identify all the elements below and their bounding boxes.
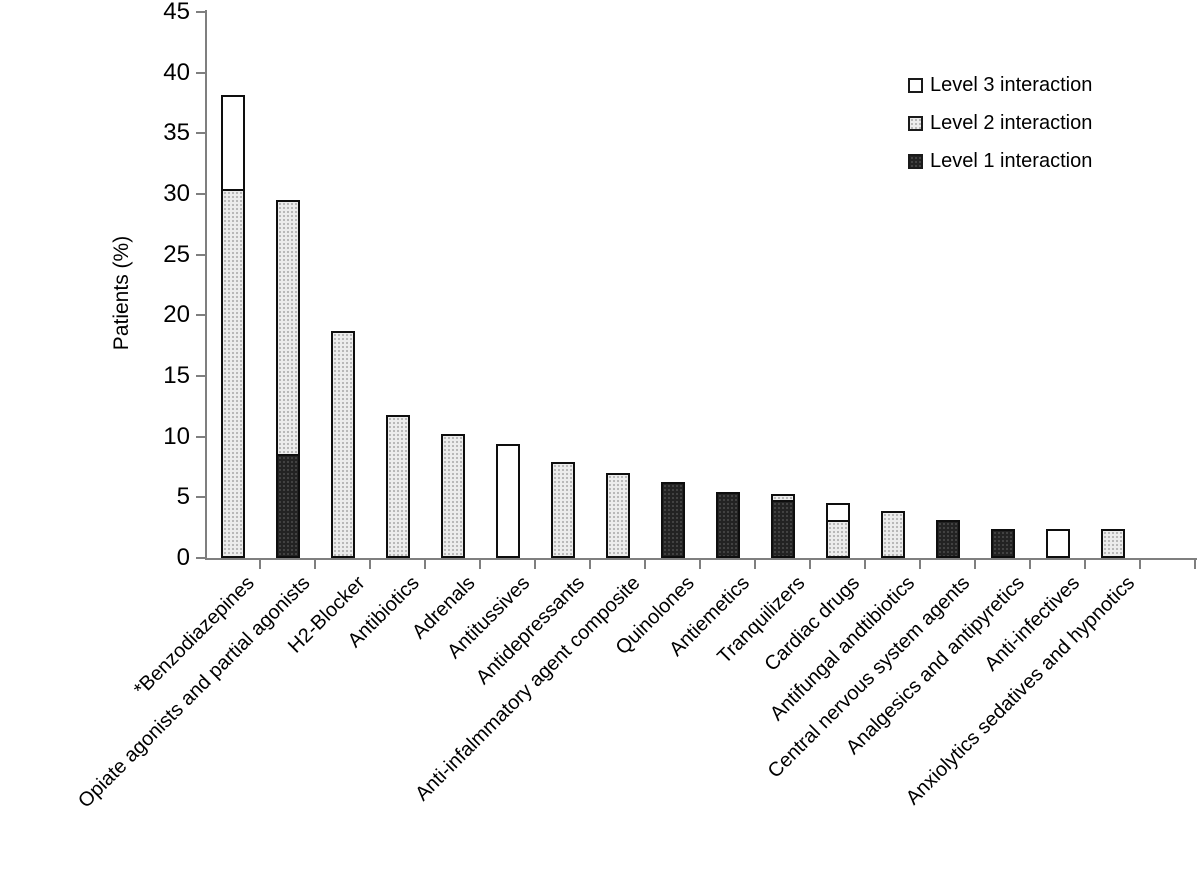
y-tick-label: 10	[163, 422, 190, 450]
legend: Level 3 interaction Level 2 interaction Le…	[908, 74, 1092, 172]
y-tick	[196, 314, 205, 317]
y-tick-label: 25	[163, 240, 190, 268]
y-tick	[196, 71, 205, 74]
bar	[275, 200, 300, 558]
bar-segment-level1	[990, 529, 1015, 558]
x-tick	[644, 560, 646, 569]
y-tick-label: 0	[176, 544, 190, 571]
x-tick	[919, 560, 921, 569]
y-tick-label: 5	[176, 483, 190, 511]
x-tick	[1194, 560, 1196, 569]
x-tick	[1139, 560, 1141, 569]
x-tick	[1084, 560, 1086, 569]
legend-swatch-level2	[908, 115, 923, 131]
legend-label: Level 2 interaction	[930, 112, 1093, 134]
x-tick	[314, 560, 316, 569]
bar-segment-level2	[385, 415, 410, 558]
legend-item-level3: Level 3 interaction	[908, 74, 1092, 96]
legend-swatch-level3	[908, 77, 923, 93]
x-tick	[864, 560, 866, 569]
bar	[770, 494, 795, 558]
legend-item-level2: Level 2 interaction	[908, 112, 1092, 134]
x-category-label: Cardiac drugs	[760, 572, 865, 676]
x-tick	[534, 560, 536, 569]
bar-segment-level1	[660, 482, 685, 558]
plot-area: 0 5 10 15 20 25 30 35 40 45 *Benzodiazepines Opiate…	[74, 0, 1197, 812]
y-tick	[196, 375, 205, 377]
bar	[825, 503, 850, 558]
y-tick-label: 40	[163, 58, 190, 86]
legend-label: Level 3 interaction	[930, 74, 1093, 96]
legend-swatch-level1	[908, 153, 923, 169]
legend-label: Level 1 interaction	[930, 150, 1093, 172]
bar-segment-level2	[330, 331, 355, 558]
bar-segment-level2	[550, 462, 575, 558]
bar	[550, 462, 575, 558]
bar-segment-level3	[495, 444, 520, 558]
y-tick-label: 30	[163, 180, 190, 207]
x-category-label: Central nervous system agents	[763, 572, 975, 783]
bar	[440, 434, 465, 558]
bar-segment-level1	[770, 500, 795, 558]
bar-segment-level2	[825, 520, 850, 558]
bar	[935, 520, 960, 558]
bar-segment-level2	[1100, 529, 1125, 558]
x-tick	[479, 560, 481, 569]
y-axis	[205, 10, 207, 560]
y-tick	[196, 132, 205, 135]
bar-segment-level2	[440, 434, 465, 558]
bar	[660, 482, 685, 558]
y-tick-label: 20	[163, 301, 190, 329]
x-tick	[809, 560, 811, 569]
y-tick	[196, 193, 205, 195]
bar	[605, 473, 630, 558]
bar	[495, 444, 520, 558]
bar	[385, 415, 410, 558]
legend-item-level1: Level 1 interaction	[908, 150, 1092, 172]
y-tick-label: 35	[163, 119, 190, 147]
bar	[880, 511, 905, 558]
y-tick	[196, 435, 205, 438]
x-tick	[259, 560, 261, 569]
y-tick-label: 15	[163, 362, 190, 389]
bar	[990, 529, 1015, 558]
bar-segment-level2	[220, 189, 245, 558]
x-tick	[1029, 560, 1031, 569]
x-tick	[589, 560, 591, 569]
x-tick	[369, 560, 371, 569]
x-tick	[424, 560, 426, 569]
bar-segment-level3	[1045, 529, 1070, 558]
y-tick	[196, 557, 205, 559]
bar-segment-level2	[275, 200, 300, 456]
bar	[715, 492, 740, 558]
bar-segment-level2	[605, 473, 630, 558]
bar	[330, 331, 355, 558]
y-tick	[196, 496, 205, 499]
y-tick	[196, 253, 205, 256]
bar-segment-level2	[880, 511, 905, 558]
bar-segment-level1	[715, 492, 740, 558]
bar-segment-level1	[275, 454, 300, 558]
bar-segment-level1	[935, 520, 960, 558]
x-tick	[974, 560, 976, 569]
x-tick	[754, 560, 756, 569]
x-category-label: Opiate agonists and partial agonists	[73, 572, 315, 813]
x-tick	[699, 560, 701, 569]
y-tick-label: 45	[163, 0, 190, 25]
x-axis	[205, 558, 1197, 560]
bar	[1045, 529, 1070, 558]
bar	[220, 95, 245, 558]
y-tick	[196, 11, 205, 13]
bar	[1100, 529, 1125, 558]
bar-segment-level3	[220, 95, 245, 191]
